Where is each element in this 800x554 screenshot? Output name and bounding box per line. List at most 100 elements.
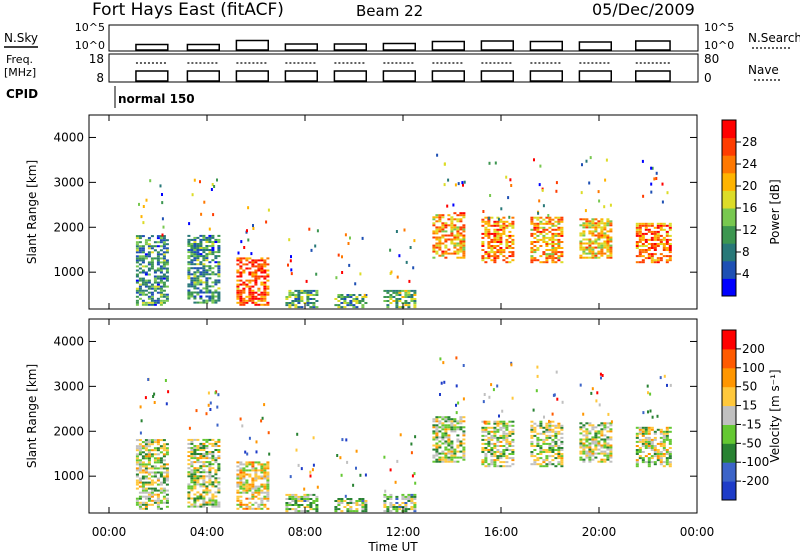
data-cell: [659, 459, 663, 462]
data-cell: [211, 293, 215, 296]
data-cell: [606, 244, 610, 247]
data-cell: [603, 224, 607, 227]
data-cell: [358, 498, 362, 500]
data-cell: [459, 418, 463, 421]
data-cell: [162, 477, 166, 480]
data-cell: [462, 456, 466, 459]
data-cell: [190, 442, 194, 445]
data-cell: [147, 263, 151, 266]
data-cell: [548, 236, 552, 239]
data-cell: [190, 463, 194, 466]
data-cell: [346, 460, 349, 464]
data-cell: [588, 256, 592, 259]
data-cell: [594, 254, 598, 257]
data-cell: [635, 224, 639, 227]
data-cell: [668, 447, 672, 449]
data-cell: [447, 460, 451, 463]
data-cell: [487, 438, 491, 441]
data-cell: [190, 279, 194, 282]
data-cell: [591, 254, 595, 257]
data-cell: [144, 465, 148, 468]
data-cell: [361, 508, 365, 511]
data-cell: [199, 279, 203, 282]
data-cell: [395, 230, 398, 233]
data-cell: [141, 487, 145, 490]
colorbar-swatch: [722, 155, 736, 174]
data-cell: [187, 467, 191, 470]
data-cell: [236, 475, 240, 478]
colorbar-swatch: [722, 208, 736, 227]
data-cell: [487, 445, 491, 447]
data-cell: [190, 489, 194, 492]
data-cell: [156, 467, 160, 470]
data-cell: [202, 257, 206, 260]
data-cell: [245, 299, 249, 302]
data-cell: [594, 446, 598, 449]
data-cell: [496, 228, 500, 231]
data-cell: [263, 299, 267, 302]
data-cell: [579, 240, 583, 243]
data-cell: [297, 500, 301, 502]
data-cell: [147, 267, 151, 270]
data-cell: [554, 436, 558, 439]
data-cell: [248, 257, 252, 260]
data-cell: [542, 204, 545, 208]
data-cell: [214, 241, 218, 243]
data-cell: [441, 458, 445, 461]
data-cell: [539, 216, 543, 219]
data-cell: [162, 479, 166, 482]
data-cell: [505, 428, 509, 431]
data-cell: [251, 297, 255, 300]
data-cell: [668, 426, 672, 429]
data-cell: [638, 428, 642, 431]
data-cell: [502, 465, 506, 468]
data-cell: [441, 452, 445, 455]
data-cell: [453, 420, 457, 423]
data-cell: [355, 296, 359, 298]
data-cell: [555, 370, 558, 374]
data-cell: [208, 463, 212, 466]
data-cell: [248, 271, 252, 274]
data-cell: [481, 430, 485, 433]
data-cell: [588, 248, 592, 251]
data-cell: [450, 220, 454, 223]
data-cell: [505, 426, 509, 429]
data-cell: [205, 255, 209, 258]
data-cell: [389, 468, 392, 472]
data-cell: [493, 232, 497, 235]
data-cell: [251, 275, 255, 278]
data-cell: [208, 253, 212, 256]
data-cell: [591, 438, 595, 441]
data-cell: [153, 453, 157, 456]
data-cell: [389, 504, 393, 506]
data-cell: [239, 487, 243, 490]
data-cell: [309, 302, 313, 304]
data-cell: [190, 505, 194, 508]
data-cell: [594, 436, 598, 439]
data-cell: [585, 248, 589, 251]
data-cell: [641, 224, 645, 227]
data-cell: [542, 230, 546, 233]
data-cell: [644, 226, 648, 229]
data-cell: [199, 483, 203, 486]
data-cell: [254, 283, 258, 286]
data-cell: [435, 428, 439, 431]
data-cell: [456, 456, 460, 459]
data-cell: [150, 465, 154, 468]
data-cell: [595, 399, 598, 403]
data-cell: [156, 505, 160, 508]
data-cell: [508, 453, 512, 455]
data-cell: [398, 291, 402, 294]
data-cell: [254, 469, 258, 472]
data-cell: [202, 267, 206, 270]
data-cell: [582, 444, 586, 447]
data-cell: [242, 485, 246, 488]
data-cell: [205, 236, 209, 239]
data-cell: [251, 263, 255, 266]
data-cell: [487, 247, 491, 249]
data-cell: [603, 244, 607, 247]
data-cell: [263, 485, 267, 488]
data-cell: [395, 291, 399, 294]
data-cell: [410, 298, 414, 300]
data-cell: [441, 228, 445, 231]
